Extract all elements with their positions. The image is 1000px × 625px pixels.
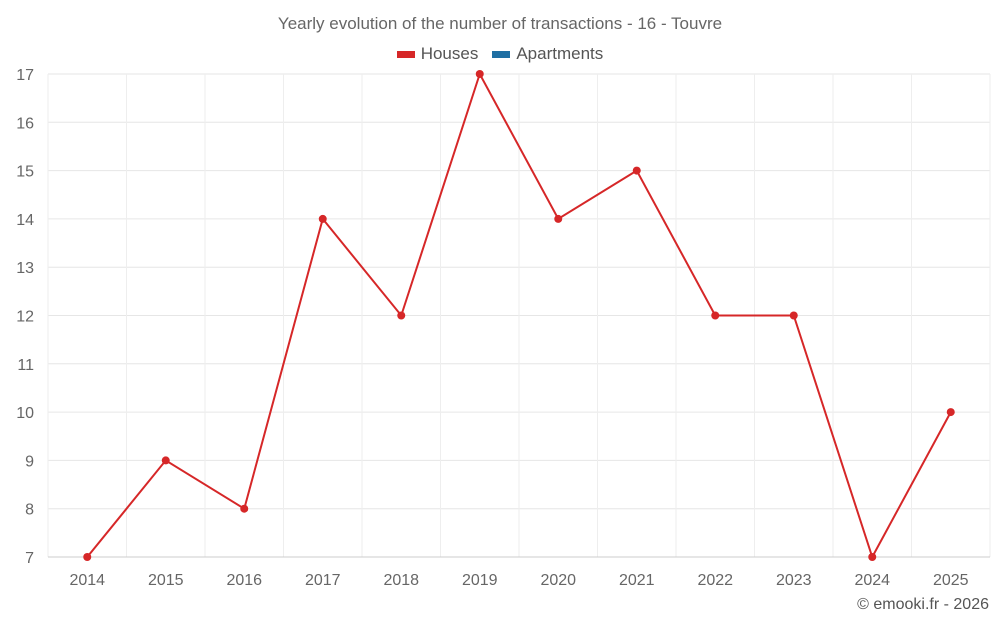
x-tick-label: 2014 <box>69 572 105 589</box>
data-point <box>318 214 327 223</box>
data-point <box>711 311 720 320</box>
x-tick-label: 2024 <box>854 572 890 589</box>
x-tick-label: 2020 <box>540 572 576 589</box>
legend-item-houses[interactable]: Houses <box>396 44 479 64</box>
chart-title: Yearly evolution of the number of transa… <box>277 14 723 33</box>
x-tick-label: 2019 <box>462 572 498 589</box>
y-tick-label: 15 <box>16 164 34 181</box>
legend-label-apartments: Apartments <box>516 44 604 63</box>
y-tick-label: 11 <box>17 357 34 374</box>
data-point <box>397 311 406 320</box>
data-point <box>240 504 249 513</box>
legend-swatch-houses <box>396 50 415 58</box>
data-point <box>161 456 170 465</box>
x-tick-label: 2017 <box>305 572 341 589</box>
x-tick-label: 2016 <box>226 572 262 589</box>
y-tick-label: 17 <box>16 67 34 84</box>
legend-item-apartments[interactable]: Apartments <box>492 44 603 64</box>
data-point <box>789 311 798 320</box>
data-point <box>868 553 877 561</box>
data-point <box>632 166 641 175</box>
data-point <box>946 408 955 417</box>
legend-swatch-apartments <box>492 50 511 58</box>
y-tick-label: 8 <box>25 502 34 519</box>
x-tick-label: 2022 <box>697 572 733 589</box>
y-tick-label: 10 <box>16 405 34 422</box>
data-point <box>475 70 484 78</box>
y-tick-label: 14 <box>16 212 34 229</box>
x-tick-label: 2021 <box>619 572 655 589</box>
credit-text: © emooki.fr - 2026 <box>857 596 989 613</box>
x-tick-label: 2018 <box>383 572 419 589</box>
y-tick-label: 12 <box>16 309 34 326</box>
x-tick-label: 2015 <box>148 572 184 589</box>
x-tick-label: 2025 <box>933 572 969 589</box>
y-tick-label: 9 <box>25 453 34 470</box>
x-tick-label: 2023 <box>776 572 812 589</box>
y-tick-label: 13 <box>16 260 34 277</box>
series-line-houses <box>86 71 952 560</box>
legend-label-houses: Houses <box>420 44 479 63</box>
y-tick-label: 7 <box>25 550 34 567</box>
data-point <box>83 553 92 561</box>
y-tick-label: 16 <box>16 115 34 132</box>
chart-legend: Houses Apartments <box>0 44 1000 64</box>
data-point <box>554 214 563 223</box>
